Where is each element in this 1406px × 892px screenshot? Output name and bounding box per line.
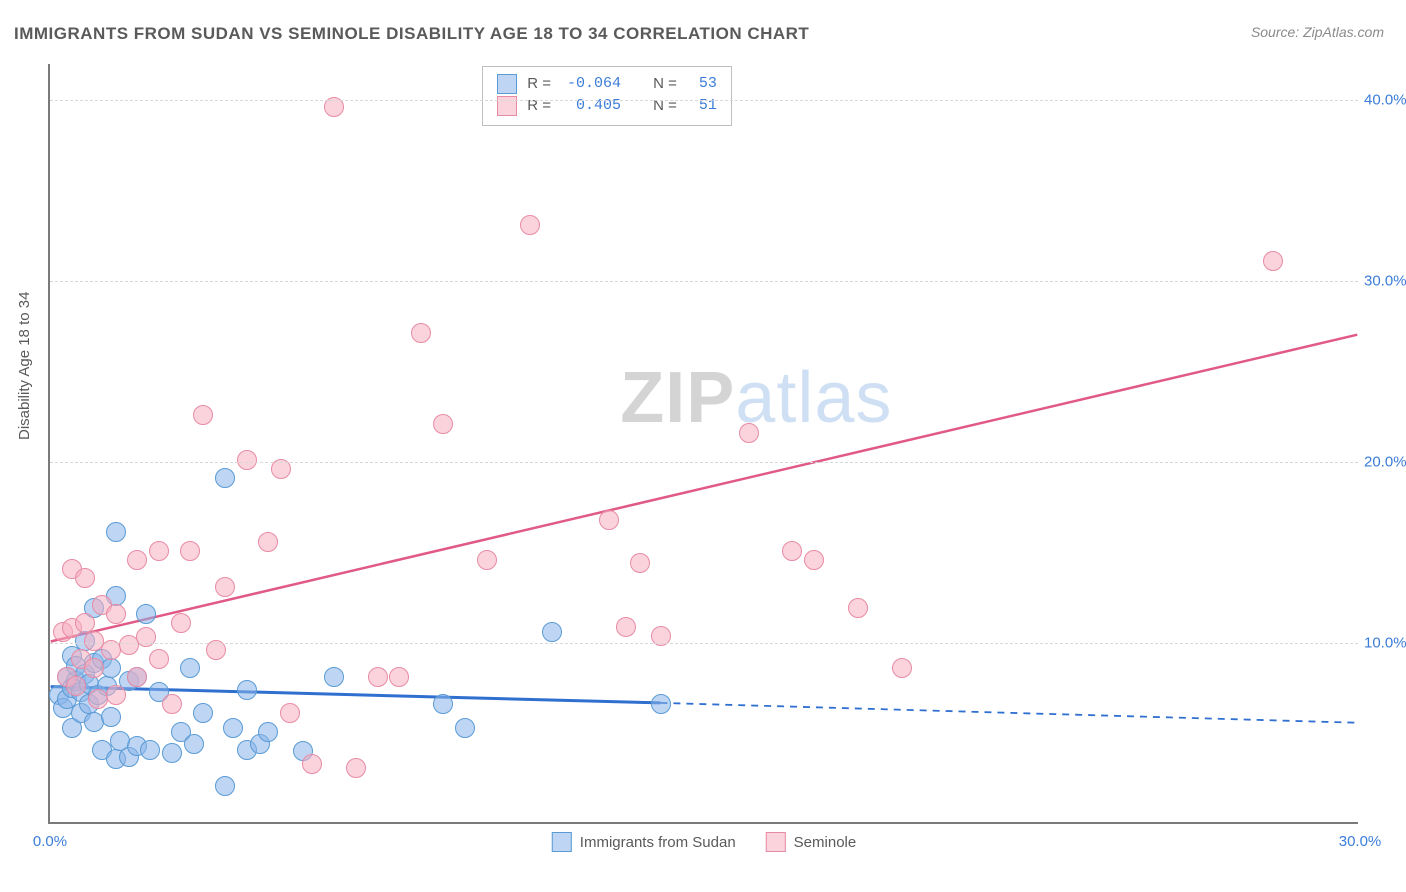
data-point [171, 613, 191, 633]
data-point [84, 658, 104, 678]
data-point [389, 667, 409, 687]
data-point [75, 568, 95, 588]
y-tick-label: 10.0% [1364, 635, 1406, 652]
data-point [599, 510, 619, 530]
data-point [258, 532, 278, 552]
data-point [651, 694, 671, 714]
data-point [149, 649, 169, 669]
data-point [324, 667, 344, 687]
data-point [215, 468, 235, 488]
x-tick-label: 30.0% [1339, 833, 1382, 850]
data-point [346, 758, 366, 778]
legend-series: Immigrants from Sudan Seminole [552, 832, 856, 852]
y-tick-label: 30.0% [1364, 273, 1406, 290]
data-point [302, 754, 322, 774]
data-point [127, 667, 147, 687]
data-point [180, 541, 200, 561]
data-point [368, 667, 388, 687]
gridline [50, 462, 1358, 463]
chart-title: IMMIGRANTS FROM SUDAN VS SEMINOLE DISABI… [14, 24, 809, 44]
gridline [50, 281, 1358, 282]
data-point [193, 405, 213, 425]
legend-stat-row: R =-0.064N =53 [497, 73, 717, 95]
legend-label: Immigrants from Sudan [580, 834, 736, 851]
source-label: Source: ZipAtlas.com [1251, 24, 1384, 40]
data-point [106, 604, 126, 624]
data-point [782, 541, 802, 561]
data-point [75, 613, 95, 633]
data-point [237, 680, 257, 700]
data-point [162, 694, 182, 714]
data-point [804, 550, 824, 570]
data-point [149, 541, 169, 561]
data-point [215, 776, 235, 796]
data-point [258, 722, 278, 742]
data-point [616, 617, 636, 637]
data-point [215, 577, 235, 597]
swatch-icon [766, 832, 786, 852]
data-point [140, 740, 160, 760]
data-point [136, 604, 156, 624]
legend-stat-row: R =0.405N =51 [497, 95, 717, 117]
regression-lines [50, 64, 1358, 822]
data-point [106, 685, 126, 705]
legend-item-sudan: Immigrants from Sudan [552, 832, 736, 852]
data-point [101, 658, 121, 678]
data-point [739, 423, 759, 443]
data-point [630, 553, 650, 573]
y-tick-label: 20.0% [1364, 454, 1406, 471]
data-point [433, 414, 453, 434]
data-point [892, 658, 912, 678]
data-point [136, 627, 156, 647]
data-point [106, 522, 126, 542]
gridline [50, 643, 1358, 644]
data-point [280, 703, 300, 723]
swatch-icon [497, 96, 517, 116]
data-point [193, 703, 213, 723]
x-tick-label: 0.0% [33, 833, 67, 850]
data-point [162, 743, 182, 763]
data-point [542, 622, 562, 642]
data-point [223, 718, 243, 738]
data-point [237, 450, 257, 470]
gridline [50, 100, 1358, 101]
data-point [180, 658, 200, 678]
data-point [101, 707, 121, 727]
swatch-icon [552, 832, 572, 852]
legend-item-seminole: Seminole [766, 832, 857, 852]
data-point [66, 676, 86, 696]
data-point [848, 598, 868, 618]
data-point [1263, 251, 1283, 271]
y-axis-label: Disability Age 18 to 34 [16, 292, 33, 440]
data-point [127, 550, 147, 570]
data-point [477, 550, 497, 570]
data-point [184, 734, 204, 754]
data-point [520, 215, 540, 235]
y-tick-label: 40.0% [1364, 92, 1406, 109]
legend-stats: R =-0.064N =53R =0.405N =51 [482, 66, 732, 126]
legend-label: Seminole [794, 834, 857, 851]
data-point [411, 323, 431, 343]
plot-area: ZIPatlas R =-0.064N =53R =0.405N =51 Imm… [48, 64, 1358, 824]
data-point [455, 718, 475, 738]
swatch-icon [497, 74, 517, 94]
data-point [433, 694, 453, 714]
